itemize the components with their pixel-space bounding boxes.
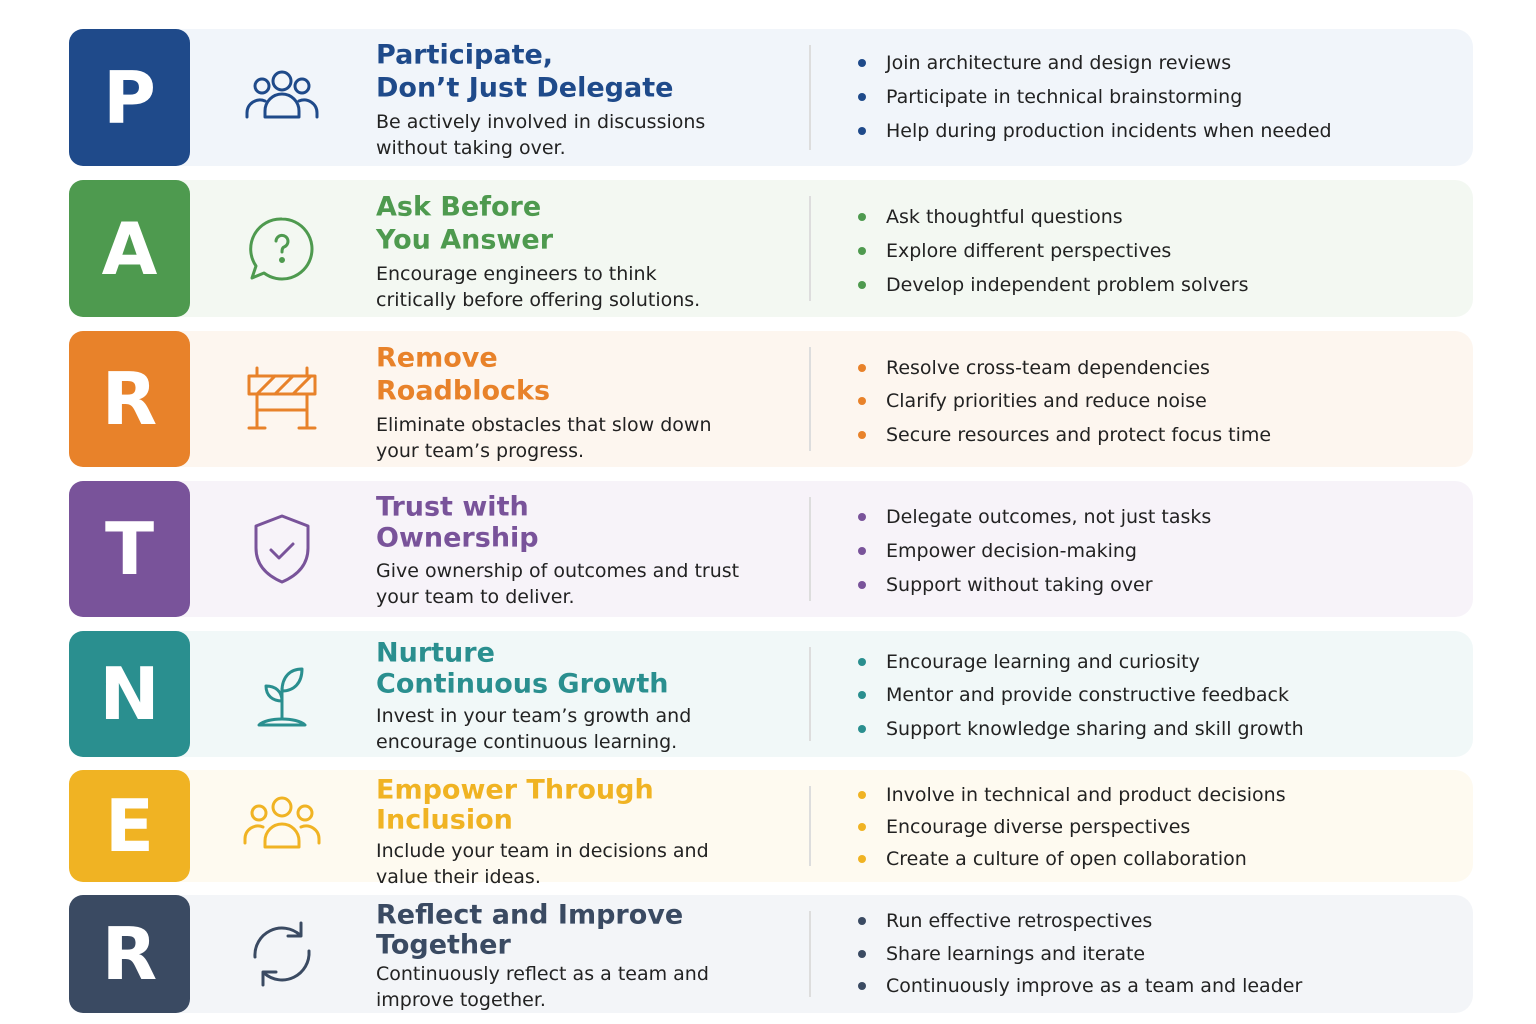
bullet-dot <box>858 581 866 589</box>
row-title: Remove <box>376 342 498 374</box>
row-title: Continuous Growth <box>376 668 669 700</box>
bullet-text: Support knowledge sharing and skill grow… <box>886 718 1304 740</box>
row-background <box>69 331 1473 467</box>
row-description: without taking over. <box>376 137 566 159</box>
row-description: your team’s progress. <box>376 440 585 462</box>
row-icon <box>253 921 311 987</box>
bullet-dot <box>858 950 866 958</box>
bullet-dot <box>858 855 866 863</box>
bullet-text: Encourage diverse perspectives <box>886 816 1191 838</box>
letter-badge: N <box>69 631 190 757</box>
letter-badge: P <box>69 29 190 166</box>
row-description: Be actively involved in discussions <box>376 111 706 133</box>
bullet-dot <box>858 658 866 666</box>
row-description: your team to deliver. <box>376 586 575 608</box>
row-title: You Answer <box>376 224 554 256</box>
bullet-dot <box>858 127 866 135</box>
bullet-dot <box>858 982 866 990</box>
row-title: Don’t Just Delegate <box>376 72 674 104</box>
row-title: Inclusion <box>376 804 513 836</box>
divider <box>809 347 811 451</box>
bullet-text: Explore different perspectives <box>886 240 1172 262</box>
bullet-dot <box>858 513 866 521</box>
row-icon <box>245 70 319 118</box>
divider <box>809 911 811 997</box>
row-description: critically before offering solutions. <box>376 289 701 311</box>
bullet-text: Involve in technical and product decisio… <box>886 784 1286 806</box>
row-title: Trust with <box>376 491 529 523</box>
row-icon <box>257 667 307 727</box>
bullet-text: Create a culture of open collaboration <box>886 848 1247 870</box>
row-background <box>69 481 1473 617</box>
bullet-text: Empower decision-making <box>886 540 1137 562</box>
row-title: Ownership <box>376 522 539 554</box>
bullet-text: Support without taking over <box>886 574 1153 596</box>
divider <box>809 647 811 741</box>
row-description: Give ownership of outcomes and trust <box>376 560 740 582</box>
row-title: Reflect and Improve <box>376 899 684 931</box>
letter-badge: A <box>69 180 190 317</box>
bullet-text: Continuously improve as a team and leade… <box>886 975 1303 997</box>
bullet-text: Mentor and provide constructive feedback <box>886 684 1289 706</box>
bullet-text: Run effective retrospectives <box>886 910 1153 932</box>
row-icon <box>254 514 310 584</box>
bullet-text: Join architecture and design reviews <box>886 52 1232 74</box>
bullet-dot <box>858 431 866 439</box>
row-title: Nurture <box>376 637 495 669</box>
bullet-dot <box>858 93 866 101</box>
bullet-text: Resolve cross-team dependencies <box>886 357 1210 379</box>
bullet-dot <box>858 725 866 733</box>
row-title: Roadblocks <box>376 375 551 407</box>
bullet-dot <box>858 917 866 925</box>
bullet-dot <box>858 397 866 405</box>
bullet-dot <box>858 823 866 831</box>
letter-badge: E <box>69 770 190 882</box>
bullet-text: Secure resources and protect focus time <box>886 424 1272 446</box>
row-description: value their ideas. <box>376 866 541 888</box>
row-description: improve together. <box>376 989 546 1011</box>
letter-badge: R <box>69 331 190 467</box>
bullet-text: Develop independent problem solvers <box>886 274 1249 296</box>
row-description: Continuously reflect as a team and <box>376 963 709 985</box>
bullet-dot <box>858 59 866 67</box>
row-icon <box>247 366 317 430</box>
row-description: Invest in your team’s growth and <box>376 705 692 727</box>
row-description: Include your team in decisions and <box>376 840 709 862</box>
divider <box>809 497 811 601</box>
row-description: Encourage engineers to think <box>376 263 657 285</box>
bullet-dot <box>858 691 866 699</box>
row-background <box>69 29 1473 166</box>
bullet-text: Share learnings and iterate <box>886 943 1146 965</box>
row-icon <box>243 796 321 849</box>
row-description: Eliminate obstacles that slow down <box>376 414 712 436</box>
bullet-text: Clarify priorities and reduce noise <box>886 390 1207 412</box>
divider <box>809 786 811 866</box>
bullet-dot <box>858 364 866 372</box>
row-background <box>69 895 1473 1013</box>
bullet-text: Ask thoughtful questions <box>886 206 1123 228</box>
row-title: Together <box>376 929 511 961</box>
row-background <box>69 180 1473 317</box>
bullet-dot <box>858 213 866 221</box>
divider <box>809 45 811 150</box>
bullet-text: Help during production incidents when ne… <box>886 120 1332 142</box>
divider <box>809 196 811 301</box>
bullet-dot <box>858 281 866 289</box>
row-icon <box>249 216 314 280</box>
row-description: encourage continuous learning. <box>376 731 678 753</box>
letter-badge: R <box>69 895 190 1013</box>
bullet-text: Encourage learning and curiosity <box>886 651 1200 673</box>
row-background <box>69 631 1473 757</box>
bullet-dot <box>858 791 866 799</box>
row-title: Participate, <box>376 39 554 71</box>
bullet-text: Participate in technical brainstorming <box>886 86 1243 108</box>
letter-badge: T <box>69 481 190 617</box>
bullet-text: Delegate outcomes, not just tasks <box>886 506 1212 528</box>
bullet-dot <box>858 547 866 555</box>
bullet-dot <box>858 247 866 255</box>
row-title: Ask Before <box>376 191 542 223</box>
row-title: Empower Through <box>376 774 654 806</box>
